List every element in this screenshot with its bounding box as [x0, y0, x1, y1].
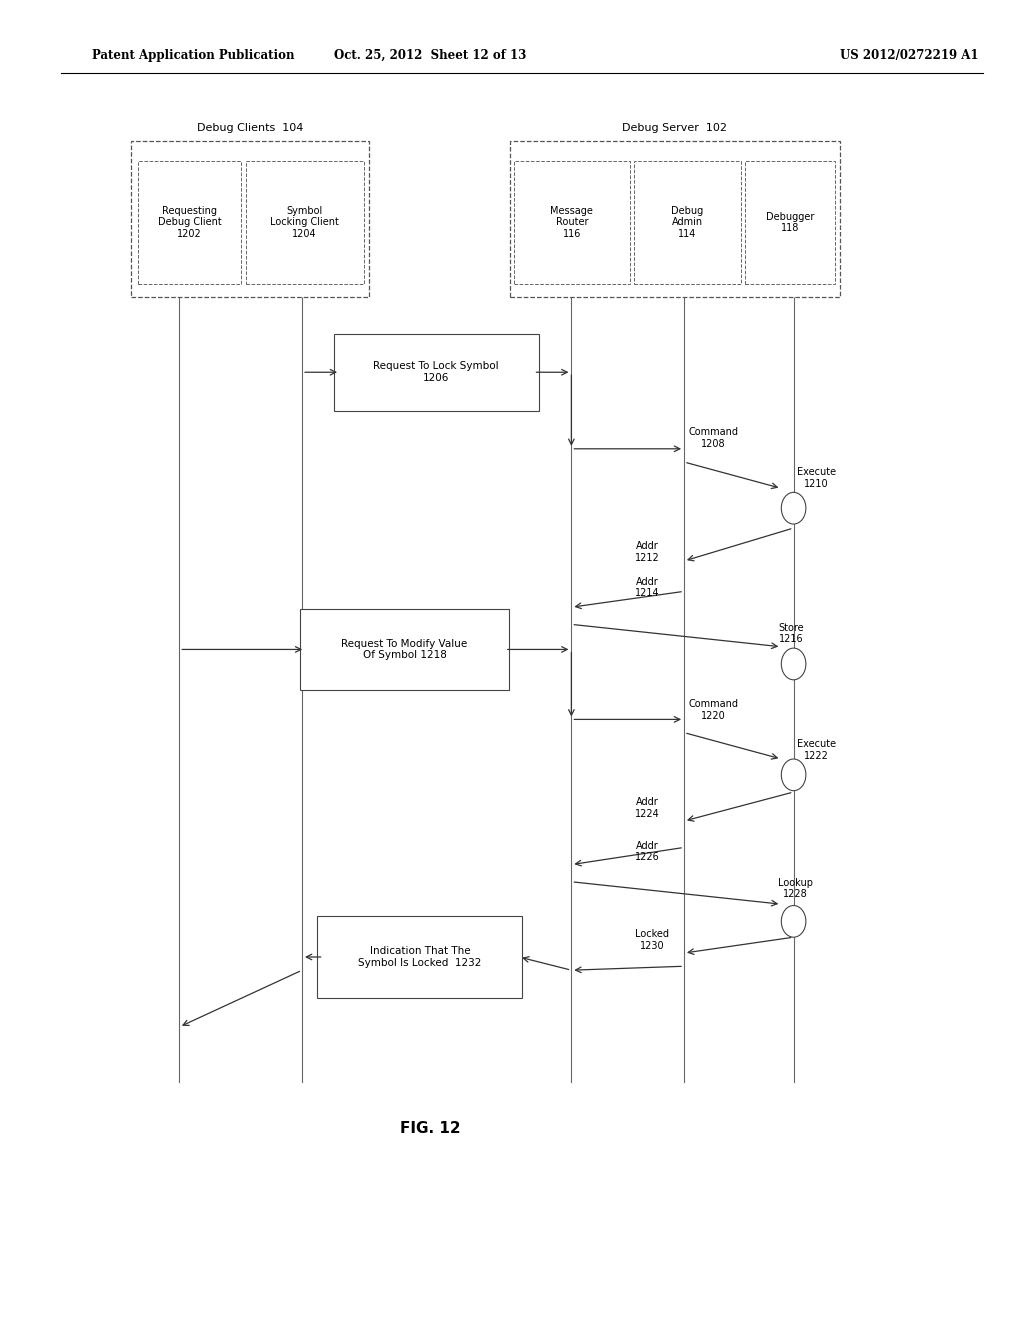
Text: Addr
1212: Addr 1212 — [635, 541, 659, 562]
FancyBboxPatch shape — [510, 141, 840, 297]
Text: Command
1220: Command 1220 — [688, 700, 738, 721]
FancyBboxPatch shape — [138, 161, 241, 284]
Text: Indication That The
Symbol Is Locked  1232: Indication That The Symbol Is Locked 123… — [358, 946, 481, 968]
Text: Request To Lock Symbol
1206: Request To Lock Symbol 1206 — [374, 362, 499, 383]
FancyBboxPatch shape — [317, 916, 522, 998]
Text: Debugger
118: Debugger 118 — [766, 211, 814, 234]
Text: Command
1208: Command 1208 — [688, 428, 738, 449]
FancyBboxPatch shape — [299, 609, 510, 690]
Text: Locked
1230: Locked 1230 — [635, 929, 669, 950]
Text: Symbol
Locking Client
1204: Symbol Locking Client 1204 — [270, 206, 339, 239]
FancyBboxPatch shape — [745, 161, 835, 284]
Text: Message
Router
116: Message Router 116 — [551, 206, 593, 239]
FancyBboxPatch shape — [131, 141, 369, 297]
FancyBboxPatch shape — [514, 161, 630, 284]
Text: Store
1216: Store 1216 — [778, 623, 804, 644]
Text: Lookup
1228: Lookup 1228 — [778, 878, 813, 899]
Text: Requesting
Debug Client
1202: Requesting Debug Client 1202 — [158, 206, 221, 239]
Text: Debug Server  102: Debug Server 102 — [623, 123, 727, 133]
Text: Oct. 25, 2012  Sheet 12 of 13: Oct. 25, 2012 Sheet 12 of 13 — [334, 49, 526, 62]
Circle shape — [781, 648, 806, 680]
Text: Debug
Admin
114: Debug Admin 114 — [672, 206, 703, 239]
Text: Execute
1222: Execute 1222 — [797, 739, 836, 760]
Text: Execute
1210: Execute 1210 — [797, 467, 836, 488]
Circle shape — [781, 906, 806, 937]
Text: Addr
1224: Addr 1224 — [635, 797, 659, 818]
Text: Debug Clients  104: Debug Clients 104 — [197, 123, 303, 133]
Text: Addr
1214: Addr 1214 — [635, 577, 659, 598]
FancyBboxPatch shape — [246, 161, 364, 284]
FancyBboxPatch shape — [634, 161, 741, 284]
FancyBboxPatch shape — [334, 334, 539, 411]
Text: Addr
1226: Addr 1226 — [635, 841, 659, 862]
Text: US 2012/0272219 A1: US 2012/0272219 A1 — [840, 49, 978, 62]
Text: Patent Application Publication: Patent Application Publication — [92, 49, 295, 62]
Text: Request To Modify Value
Of Symbol 1218: Request To Modify Value Of Symbol 1218 — [341, 639, 468, 660]
Circle shape — [781, 759, 806, 791]
Circle shape — [781, 492, 806, 524]
Text: FIG. 12: FIG. 12 — [399, 1121, 461, 1137]
